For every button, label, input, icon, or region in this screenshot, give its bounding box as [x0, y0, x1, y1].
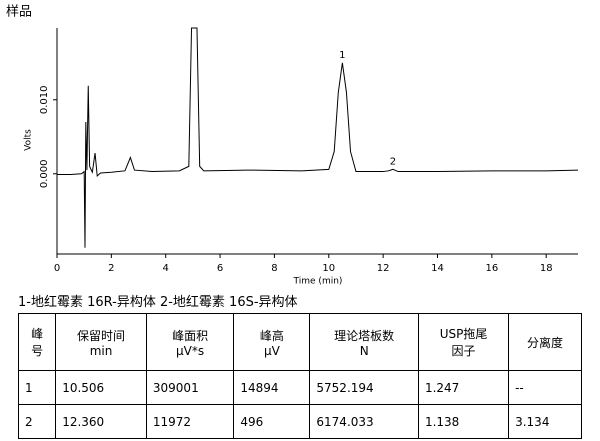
header-text: N	[359, 343, 369, 358]
x-tick-label: 0	[54, 263, 60, 274]
table-cell: 11972	[145, 404, 235, 439]
table-cell: 5752.194	[309, 370, 419, 405]
table-cell: 1.247	[417, 370, 510, 405]
header-text: 分离度	[527, 335, 564, 350]
table-row: 2 12.360 11972 496 6174.033 1.138 3.134	[17, 404, 582, 439]
header-text: 峰	[31, 327, 44, 341]
header-text: 理论塔板数	[334, 328, 395, 343]
table-cell: 2	[17, 404, 57, 439]
x-tick-label: 6	[217, 263, 223, 274]
header-text: 因子	[451, 344, 476, 358]
table-cell: 1.138	[417, 404, 510, 439]
header-cell: 保留时间 min	[55, 313, 147, 371]
header-cell: USP拖尾因子	[417, 313, 510, 371]
x-tick-label: 10	[322, 263, 335, 274]
y-label: Volts	[24, 129, 34, 151]
chart: 样品 Time (min) Volts 0 2 4 6 8 10 12 14 16 180.000…	[6, 5, 579, 287]
table-cell: 496	[233, 404, 311, 439]
header-text: USP拖尾	[439, 327, 488, 341]
header-cell: 峰高 μV	[233, 313, 311, 371]
x-label: Time (min)	[293, 277, 343, 287]
table-cell: 14894	[233, 370, 311, 405]
table-row: 1 10.506 309001 14894 5752.194 1.247 --	[17, 370, 582, 405]
x-tick-label: 4	[163, 263, 169, 274]
table-cell: 6174.033	[309, 404, 419, 439]
peak-label: 1	[339, 50, 345, 61]
peak-label: 2	[390, 156, 396, 167]
table-cell: 3.134	[508, 404, 582, 439]
x-tick-label: 16	[485, 263, 498, 274]
header-cell: 峰号	[17, 313, 57, 371]
x-tick-label: 14	[431, 263, 444, 274]
caption: 1-地红霉素 16R-异构体 2-地红霉素 16S-异构体	[18, 295, 298, 310]
header-cell: 分离度	[508, 313, 582, 371]
x-tick-label: 18	[540, 263, 553, 274]
header-text: 峰高	[259, 328, 284, 343]
header-cell: 峰面积 μV*s	[145, 313, 235, 371]
header-text: μV	[263, 343, 280, 358]
table-cell: 1	[17, 370, 57, 405]
header-text: min	[89, 343, 113, 358]
table-cell: 309001	[145, 370, 235, 405]
x-tick-label: 12	[377, 263, 390, 274]
x-tick-label: 2	[108, 263, 114, 274]
chromatogram-line	[57, 27, 579, 248]
table-cell: --	[508, 370, 582, 405]
results-table: 峰号保留时间 min 峰面积 μV*s 峰高 μV 理论塔板数 N USP拖尾 因子 分离度 1 10.…	[17, 313, 582, 439]
y-tick-label: 0.000	[39, 159, 50, 188]
header-text: 峰面积	[172, 328, 209, 343]
chart-title: 样品	[6, 5, 32, 20]
header-cell: 理论塔板数 N	[309, 313, 419, 371]
x-tick-label: 8	[271, 263, 277, 274]
header-text: 号	[31, 344, 44, 358]
y-tick-label: 0.010	[39, 85, 50, 114]
table-cell: 10.506	[55, 370, 147, 405]
header-text: 保留时间	[77, 328, 126, 343]
table-cell: 12.360	[55, 404, 147, 439]
header-text: μV*s	[176, 343, 205, 358]
